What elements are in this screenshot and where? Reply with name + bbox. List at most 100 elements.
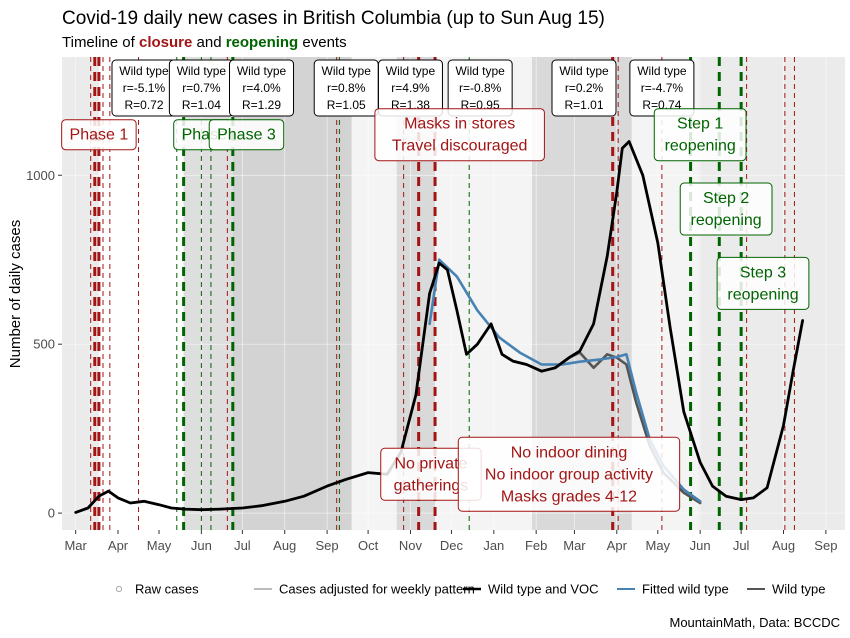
growth-box-text: R=1.04 [182, 98, 221, 112]
event-label-box [653, 108, 747, 162]
x-tick-label: Jun [690, 538, 711, 553]
legend-item: Wild type and VOC [463, 582, 599, 597]
event-label-text: Step 3 [740, 264, 786, 281]
legend-item: Wild type [747, 582, 825, 597]
closure-event-label: No private gatherings [380, 447, 482, 501]
event-label-text: gatherings [394, 477, 469, 494]
growth-box-text: R=0.72 [124, 98, 163, 112]
growth-box-text: R=1.29 [242, 98, 281, 112]
legend-label: Wild type [772, 582, 825, 597]
event-label-text: No indoor group activity [485, 466, 653, 483]
legend-key-point [115, 585, 123, 593]
subtitle-reopening: reopening [226, 34, 299, 51]
chart-subtitle: Timeline of closure and reopening events [62, 34, 347, 51]
closure-event-label: No indoor dining No indoor group activity… [457, 436, 681, 512]
y-tick-label: 1000 [26, 168, 55, 183]
growth-box-text: R=1.05 [327, 98, 366, 112]
x-tick-label: Jan [483, 538, 504, 553]
event-label-text: reopening [665, 138, 736, 155]
legend-item: Fitted wild type [617, 582, 729, 597]
event-label-text: No private [394, 455, 467, 472]
event-label-text: Masks grades 4-12 [501, 488, 637, 505]
x-tick-label: Nov [399, 538, 423, 553]
reopening-event-label: Step 1 reopening [653, 108, 747, 162]
reopening-event-label: Phase 3 [208, 119, 285, 151]
series-line [74, 140, 804, 514]
legend-label: Wild type and VOC [488, 582, 599, 597]
chart-caption: MountainMath, Data: BCCDC [669, 615, 840, 630]
growth-box-text: r=-5.1% [123, 81, 166, 95]
x-tick-label: Apr [607, 538, 628, 553]
growth-box-text: Wild type [386, 64, 436, 78]
event-label-box [374, 108, 545, 162]
legend-label: Raw cases [135, 582, 199, 597]
x-tick-label: Sep [814, 538, 837, 553]
event-label-text: Step 1 [677, 116, 723, 133]
legend-label: Fitted wild type [642, 582, 729, 597]
x-tick-label: Jun [191, 538, 212, 553]
growth-box-text: r=0.7% [182, 81, 221, 95]
event-label-text: Masks in stores [404, 116, 515, 133]
growth-box-text: Wild type [237, 64, 287, 78]
x-tick-label: Mar [563, 538, 586, 553]
subtitle-closure: closure [139, 34, 192, 51]
event-label-box [716, 256, 810, 310]
x-tick-label: Feb [525, 538, 547, 553]
growth-box [551, 59, 617, 117]
event-label-text: Travel discouraged [392, 138, 527, 155]
growth-box-text: r=-4.7% [641, 81, 684, 95]
growth-box-text: r=0.2% [565, 81, 604, 95]
legend: Raw cases Cases adjusted for weekly patte… [115, 582, 825, 597]
closure-event-label: Phase 1 [61, 119, 137, 151]
y-axis-label: Number of daily cases [7, 220, 24, 368]
growth-box-text: Wild type [177, 64, 227, 78]
event-label-text: Phase 3 [217, 127, 276, 144]
growth-box-text: r=-0.8% [459, 81, 502, 95]
x-tick-label: Sep [316, 538, 339, 553]
event-label-box [61, 119, 137, 151]
x-tick-label: Dec [440, 538, 464, 553]
event-label-box [208, 119, 285, 151]
closure-event-label: Masks in stores Travel discouraged [374, 108, 545, 162]
growth-box-text: r=4.0% [242, 81, 281, 95]
axes: Mar Apr May Jun Jul Aug Sep Oct Nov Dec Jan Feb Mar A… [26, 168, 837, 553]
growth-box-text: Wild type [559, 64, 609, 78]
y-tick-label: 500 [33, 337, 55, 352]
subtitle-prefix: Timeline of [62, 34, 139, 51]
event-label-text: reopening [691, 212, 762, 229]
x-tick-label: Mar [64, 538, 87, 553]
chart-title: Covid-19 daily new cases in British Colu… [62, 8, 605, 29]
x-tick-label: Aug [273, 538, 296, 553]
x-tick-label: Oct [358, 538, 379, 553]
legend-label: Cases adjusted for weekly pattern [279, 582, 475, 597]
subtitle-middle: and [192, 34, 225, 51]
x-tick-label: May [646, 538, 671, 553]
reopening-event-label: Step 3 reopening [716, 256, 810, 310]
legend-item: Cases adjusted for weekly pattern [254, 582, 475, 597]
growth-box-text: r=4.9% [391, 81, 430, 95]
reopening-event-label: Step 2 reopening [679, 182, 773, 236]
growth-box-text: r=0.8% [327, 81, 366, 95]
growth-box-text: Wild type [119, 64, 169, 78]
growth-rate-boxes: Wild type r=-5.1% R=0.72 Wild type r=0.7% R=1… [111, 59, 695, 117]
event-label-text: Phase 1 [70, 127, 129, 144]
event-label-text: reopening [727, 286, 798, 303]
legend-item: Raw cases [115, 582, 199, 597]
event-label-text: No indoor dining [511, 444, 628, 461]
subtitle-suffix: events [298, 34, 346, 51]
y-tick-label: 0 [48, 506, 55, 521]
x-tick-label: Apr [108, 538, 129, 553]
event-label-box [457, 436, 681, 512]
event-label-text: Step 2 [703, 190, 749, 207]
x-tick-label: May [147, 538, 172, 553]
x-tick-label: Jul [733, 538, 750, 553]
x-tick-label: Jul [234, 538, 251, 553]
growth-box-text: Wild type [455, 64, 505, 78]
growth-box-text: R=1.01 [564, 98, 603, 112]
growth-box [229, 59, 295, 117]
event-label-box [679, 182, 773, 236]
x-tick-label: Aug [772, 538, 795, 553]
growth-box-text: Wild type [322, 64, 372, 78]
